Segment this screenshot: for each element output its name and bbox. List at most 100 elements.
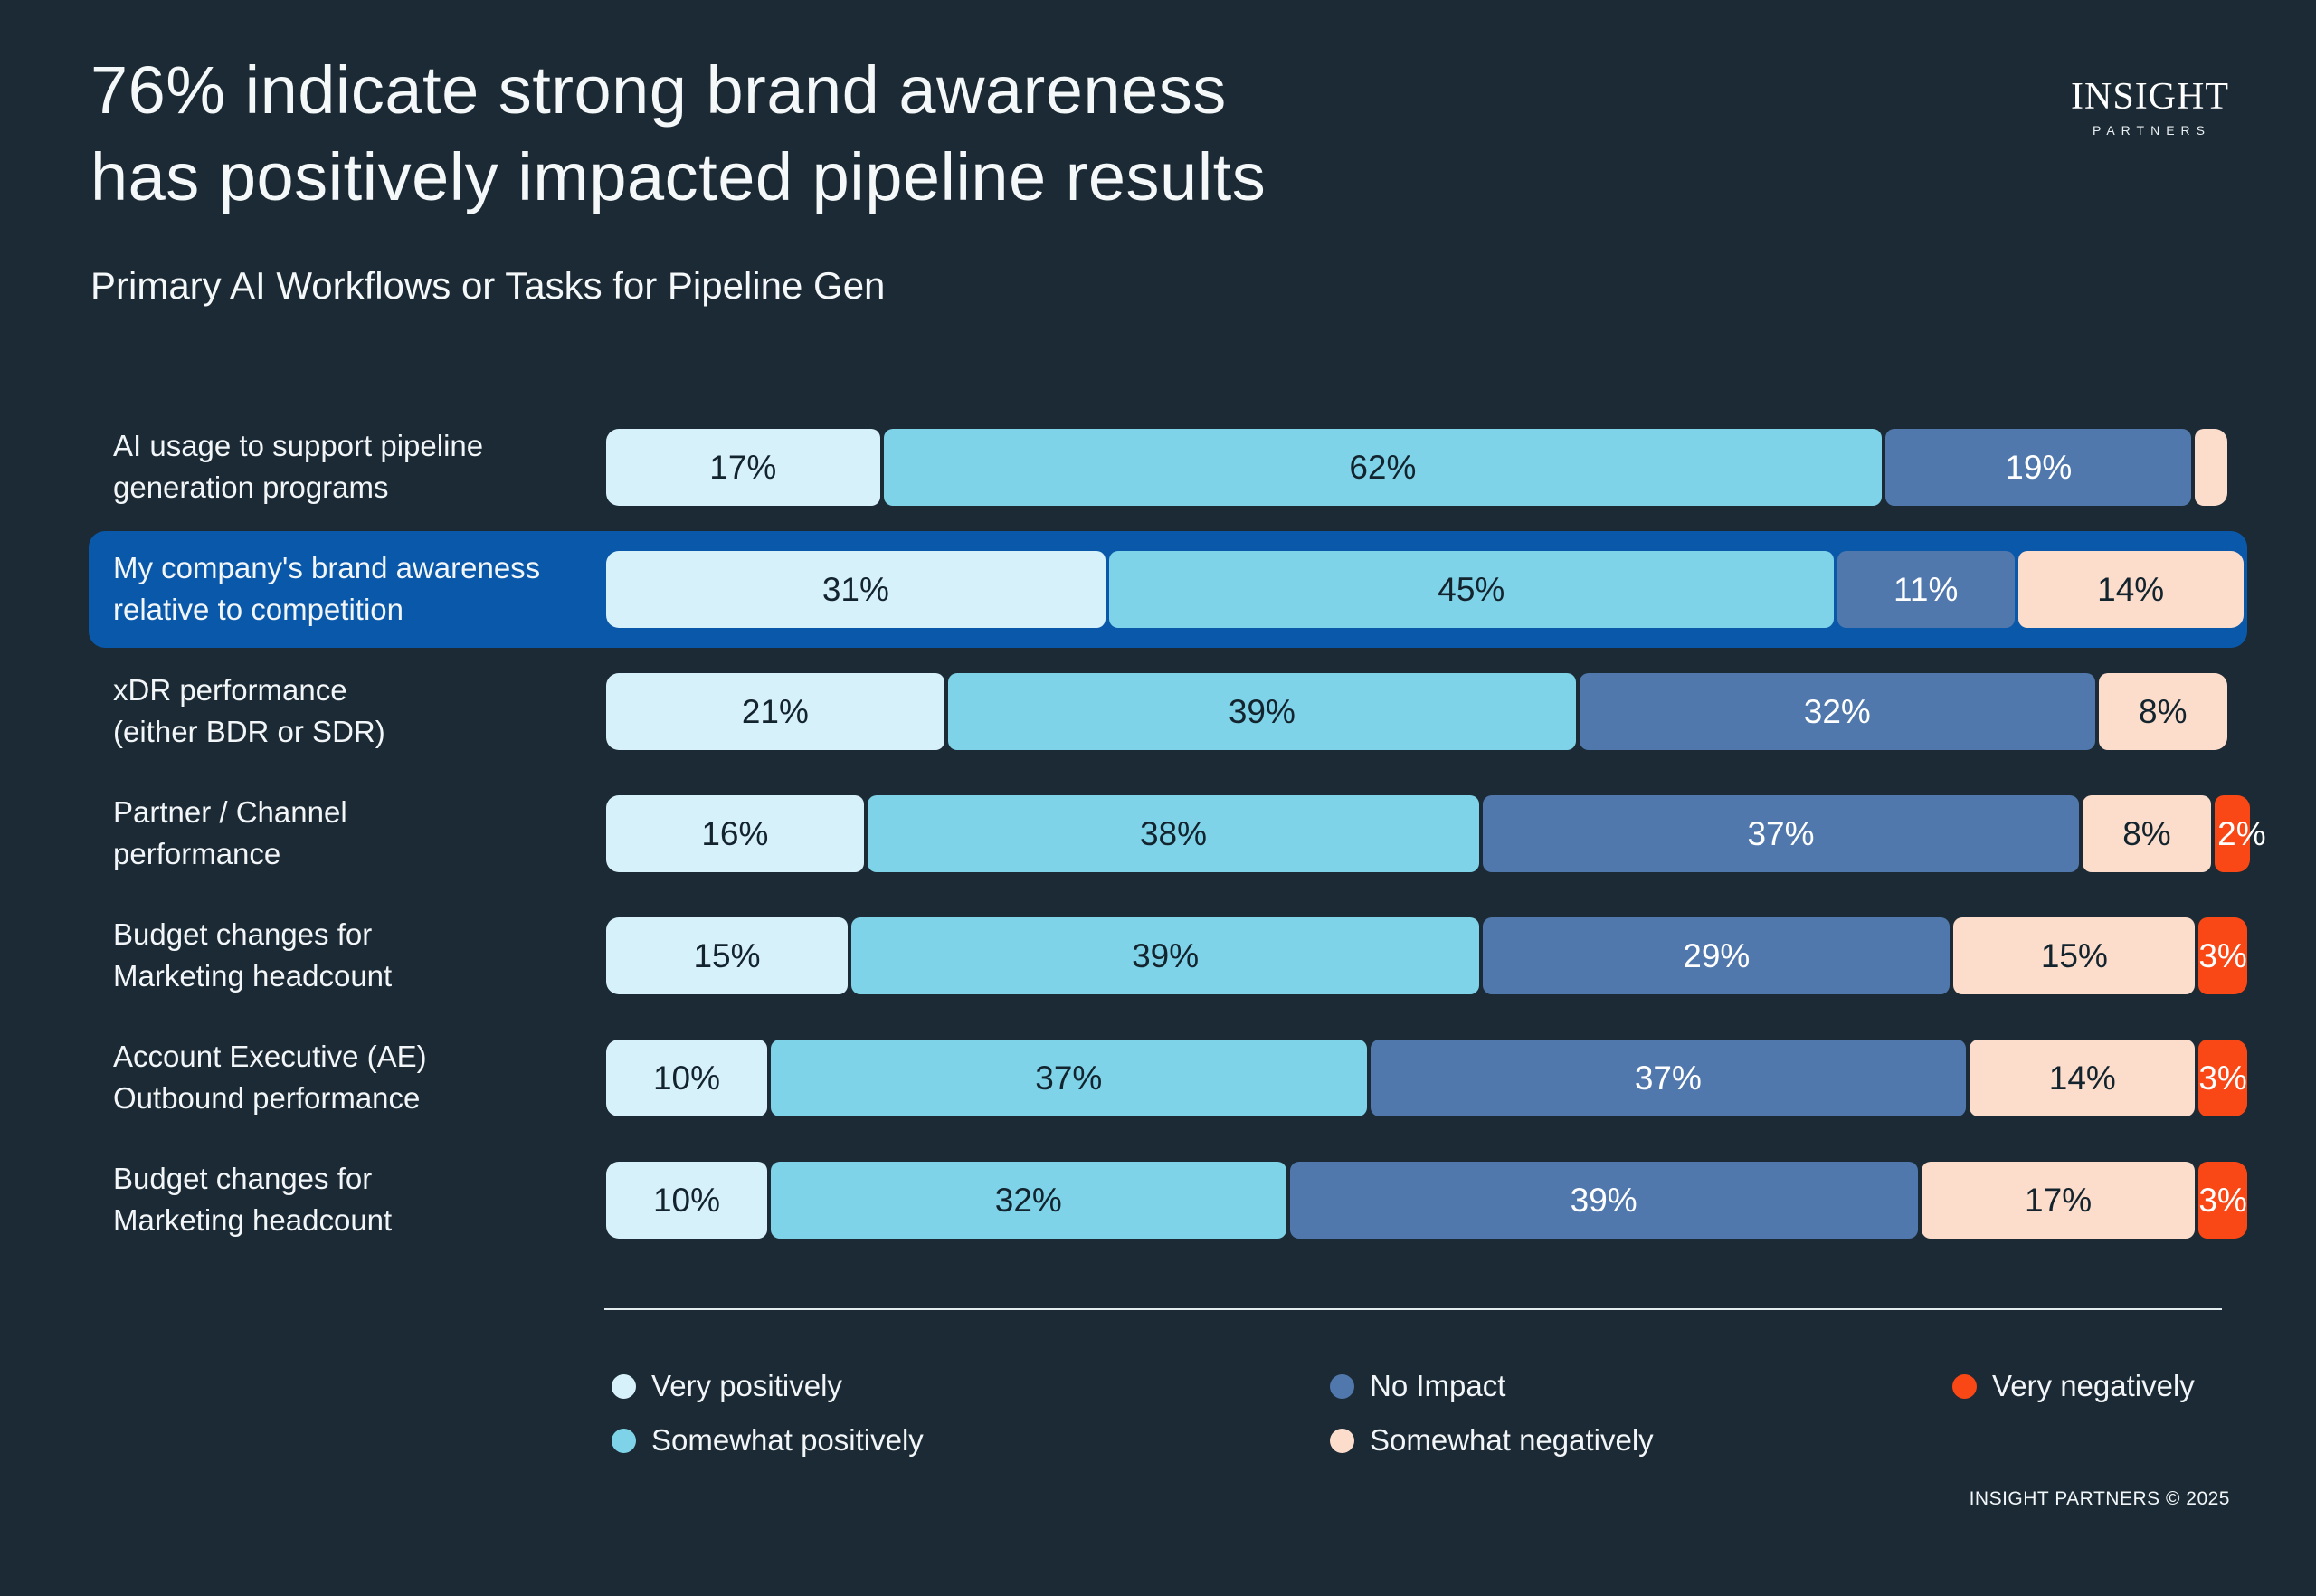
segment-value-label: 39% <box>1570 1181 1637 1219</box>
row-category-label: AI usage to support pipeline generation … <box>113 428 484 505</box>
stacked-bar-chart: AI usage to support pipeline generation … <box>89 429 2266 1284</box>
legend-item-somewhat-positively: Somewhat positively <box>612 1423 1330 1458</box>
segment-value-label: 17% <box>709 448 777 486</box>
segment-value-label: 21% <box>741 692 809 730</box>
row-category-label: My company's brand awareness relative to… <box>113 550 541 627</box>
bar-segment-somewhat-positively: 39% <box>947 673 1576 750</box>
bar-segment-somewhat-negatively: 15% <box>1953 917 2196 994</box>
bar-segment-very-positively: 10% <box>606 1040 767 1116</box>
segment-value-label: 32% <box>994 1181 1062 1219</box>
legend-label: Somewhat positively <box>651 1423 924 1457</box>
bar-segment-very-negatively: 2% <box>2215 795 2266 872</box>
bar-segment-somewhat-negatively: 14% <box>1970 1040 2196 1116</box>
chart-legend: Very positively Somewhat positively No Imp… <box>612 1359 2195 1468</box>
segment-value-label: 19% <box>2005 448 2073 486</box>
chart-row-highlighted: My company's brand awareness relative to… <box>89 531 2247 648</box>
bar-segment-somewhat-negatively: 8% <box>2082 795 2212 872</box>
bar-segment-very-positively: 31% <box>606 551 1106 628</box>
bar-segment-no-impact: 37% <box>1483 795 2079 872</box>
segment-value-label: 10% <box>652 1181 721 1219</box>
legend-item-very-negatively: Very negatively <box>1952 1369 2195 1403</box>
segment-value-label: 62% <box>1349 448 1417 486</box>
row-category-label: xDR performance (either BDR or SDR) <box>113 672 385 749</box>
bar-segment-somewhat-negatively: 17% <box>1921 1162 2196 1239</box>
page-title: 76% indicate strong brand awareness has … <box>90 52 1267 215</box>
insight-partners-logo: INSIGHT PARTNERS <box>2071 78 2229 138</box>
segment-value-label: 3% <box>2198 1059 2247 1097</box>
bar-segment-somewhat-positively: 32% <box>771 1162 1286 1239</box>
chart-row: Partner / Channel performance 16% 38% 37% 8%… <box>89 795 2266 872</box>
legend-item-no-impact: No Impact <box>1330 1369 1952 1403</box>
bar-segment-somewhat-negatively: 8% <box>2098 673 2227 750</box>
segment-value-label: 14% <box>2048 1059 2116 1097</box>
legend-dot-icon <box>1330 1428 1354 1453</box>
bar-segment-somewhat-positively: 38% <box>867 795 1480 872</box>
segment-value-label: 37% <box>1747 814 1815 852</box>
segment-value-label: 16% <box>701 814 769 852</box>
segment-value-label: 17% <box>2025 1181 2093 1219</box>
chart-row: Budget changes for Marketing headcount 10… <box>89 1162 2247 1239</box>
segment-value-label: 11% <box>1894 570 1959 608</box>
logo-wordmark: INSIGHT <box>2071 76 2229 118</box>
bar-segment-very-negatively: 3% <box>2198 917 2247 994</box>
segment-value-label: 29% <box>1683 936 1751 974</box>
legend-dot-icon <box>612 1428 636 1453</box>
legend-dot-icon <box>1952 1373 1977 1399</box>
bar-segment-very-positively: 15% <box>606 917 848 994</box>
legend-label: Very negatively <box>1992 1369 2195 1402</box>
segment-value-label: 32% <box>1803 692 1871 730</box>
bar-segment-no-impact: 11% <box>1837 551 2015 628</box>
bar-segment-very-negatively: 3% <box>2198 1040 2247 1116</box>
stacked-bar: 31% 45% 11% 14% <box>606 551 2244 628</box>
stacked-bar: 15% 39% 29% 15% 3% <box>606 917 2247 994</box>
segment-value-label: 38% <box>1139 814 1208 852</box>
bar-segment-no-impact: 19% <box>1885 429 2192 506</box>
legend-label: Somewhat negatively <box>1370 1423 1654 1457</box>
segment-value-label: 15% <box>2040 936 2108 974</box>
bar-segment-no-impact: 39% <box>1289 1162 1918 1239</box>
bar-segment-somewhat-positively: 37% <box>771 1040 1367 1116</box>
segment-value-label: 8% <box>2122 814 2171 852</box>
stacked-bar: 16% 38% 37% 8% 2% <box>606 795 2266 872</box>
bar-segment-very-positively: 10% <box>606 1162 767 1239</box>
segment-value-label: 45% <box>1438 570 1505 608</box>
row-category-label: Budget changes for Marketing headcount <box>113 1161 393 1238</box>
row-category-label: Account Executive (AE) Outbound performa… <box>113 1039 427 1116</box>
segment-value-label: 2% <box>2217 814 2266 852</box>
stacked-bar: 17% 62% 19% <box>606 429 2227 506</box>
chart-row: Budget changes for Marketing headcount 15… <box>89 917 2247 994</box>
legend-label: No Impact <box>1370 1369 1506 1402</box>
bar-segment-no-impact: 29% <box>1483 917 1951 994</box>
segment-value-label: 3% <box>2198 1181 2247 1219</box>
logo-subtext: PARTNERS <box>2093 123 2211 138</box>
bar-segment-somewhat-negatively <box>2195 429 2227 506</box>
chart-row: xDR performance (either BDR or SDR) 21% 39… <box>89 673 2247 750</box>
stacked-bar: 10% 32% 39% 17% 3% <box>606 1162 2247 1239</box>
legend-dot-icon <box>1330 1373 1354 1399</box>
bar-segment-somewhat-positively: 62% <box>883 429 1883 506</box>
segment-value-label: 37% <box>1634 1059 1702 1097</box>
stacked-bar: 21% 39% 32% 8% <box>606 673 2227 750</box>
segment-value-label: 3% <box>2198 936 2247 974</box>
bar-segment-somewhat-positively: 45% <box>1108 551 1834 628</box>
legend-item-very-positively: Very positively <box>612 1369 1330 1403</box>
bar-segment-no-impact: 32% <box>1579 673 2095 750</box>
segment-value-label: 10% <box>652 1059 721 1097</box>
segment-value-label: 31% <box>821 570 889 608</box>
bar-segment-very-positively: 16% <box>606 795 864 872</box>
segment-value-label: 39% <box>1132 936 1200 974</box>
row-category-label: Partner / Channel performance <box>113 794 347 871</box>
bar-segment-very-positively: 21% <box>606 673 944 750</box>
segment-value-label: 8% <box>2139 692 2188 730</box>
bar-segment-somewhat-negatively: 14% <box>2017 551 2244 628</box>
legend-dot-icon <box>612 1373 636 1399</box>
stacked-bar: 10% 37% 37% 14% 3% <box>606 1040 2247 1116</box>
legend-item-somewhat-negatively: Somewhat negatively <box>1330 1423 1952 1458</box>
bar-segment-no-impact: 37% <box>1370 1040 1967 1116</box>
legend-label: Very positively <box>651 1369 842 1402</box>
bar-segment-somewhat-positively: 39% <box>851 917 1480 994</box>
row-category-label: Budget changes for Marketing headcount <box>113 917 393 993</box>
segment-value-label: 14% <box>2097 570 2165 608</box>
chart-subtitle: Primary AI Workflows or Tasks for Pipeli… <box>90 264 886 307</box>
